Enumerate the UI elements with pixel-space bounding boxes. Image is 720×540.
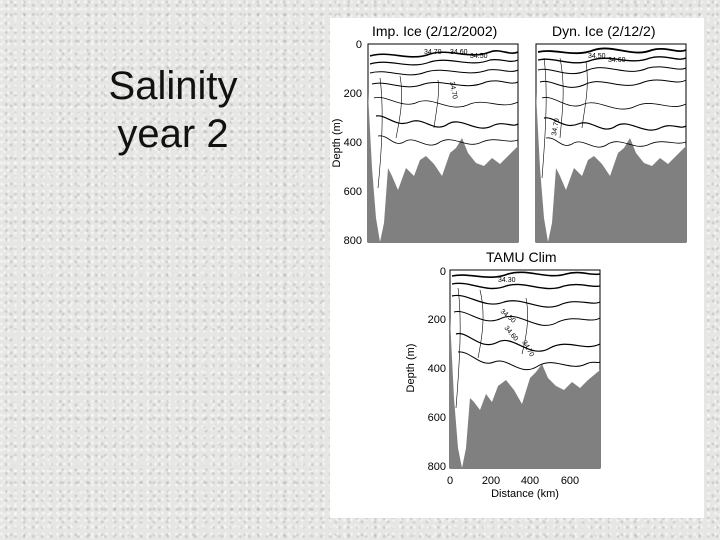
slide-title: Salinity year 2 [88,62,258,158]
panel-imp-ice-ytick-400: 400 [344,137,362,149]
panel-imp-ice-contour-label-3: 34.50 [470,53,488,60]
panel-tamu-clim-ytick-800: 800 [428,461,446,473]
panel-tamu-clim-seafloor [450,318,600,468]
panel-imp-ice-ytick-600: 600 [344,186,362,198]
panel-tamu-clim-ytick-200: 200 [428,314,446,326]
panel-tamu-clim-xtick-400: 400 [521,475,539,487]
panel-imp-ice: Imp. Ice (2/12/2002) 34.70 34.60 34.50 3… [331,23,519,247]
panel-tamu-clim-xlabel: Distance (km) [491,488,559,500]
panel-imp-ice-ytick-0: 0 [356,39,362,51]
panel-tamu-clim-contour-label-1: 34.30 [498,277,516,284]
panel-imp-ice-contour-label-2: 34.60 [450,49,468,56]
panel-dyn-ice-contour-label-1: 34.50 [588,53,606,60]
slide-title-line-1: Salinity [108,64,238,108]
panel-tamu-clim-xtick-600: 600 [561,475,579,487]
panel-tamu-clim-xtick-0: 0 [447,475,453,487]
panel-imp-ice-contours [369,50,519,189]
panel-imp-ice-title: Imp. Ice (2/12/2002) [372,23,497,39]
panel-tamu-clim: TAMU Clim 34.30 34.50 34.60 34.70 0 200 … [405,249,601,500]
slide-title-line-2: year 2 [117,112,229,156]
panel-dyn-ice-contours [537,47,687,179]
panel-tamu-clim-ytick-0: 0 [440,266,446,278]
panel-tamu-clim-ytick-600: 600 [428,412,446,424]
panel-tamu-clim-title: TAMU Clim [486,249,557,265]
panel-dyn-ice-title: Dyn. Ice (2/12/2) [552,23,656,39]
panel-imp-ice-contour-label-4: 34.70 [448,81,458,100]
panel-tamu-clim-xtick-200: 200 [482,475,500,487]
panel-dyn-ice: Dyn. Ice (2/12/2) 34.50 34.60 34.70 [535,23,687,243]
panel-imp-ice-ytick-800: 800 [344,235,362,247]
panel-imp-ice-seafloor [368,93,518,242]
salinity-figure-svg: Imp. Ice (2/12/2002) 34.70 34.60 34.50 3… [331,23,687,500]
panel-dyn-ice-contour-label-2: 34.60 [608,57,626,64]
panel-imp-ice-contour-label-1: 34.70 [424,49,442,56]
panel-imp-ice-ytick-200: 200 [344,88,362,100]
panel-tamu-clim-ylabel: Depth (m) [405,344,417,393]
panel-dyn-ice-seafloor [536,93,686,242]
panel-imp-ice-ylabel: Depth (m) [331,119,343,168]
salinity-figure: Imp. Ice (2/12/2002) 34.70 34.60 34.50 3… [330,18,704,518]
panel-tamu-clim-contours [451,271,601,409]
panel-tamu-clim-ytick-400: 400 [428,363,446,375]
panel-dyn-ice-contour-label-3: 34.70 [551,118,561,137]
